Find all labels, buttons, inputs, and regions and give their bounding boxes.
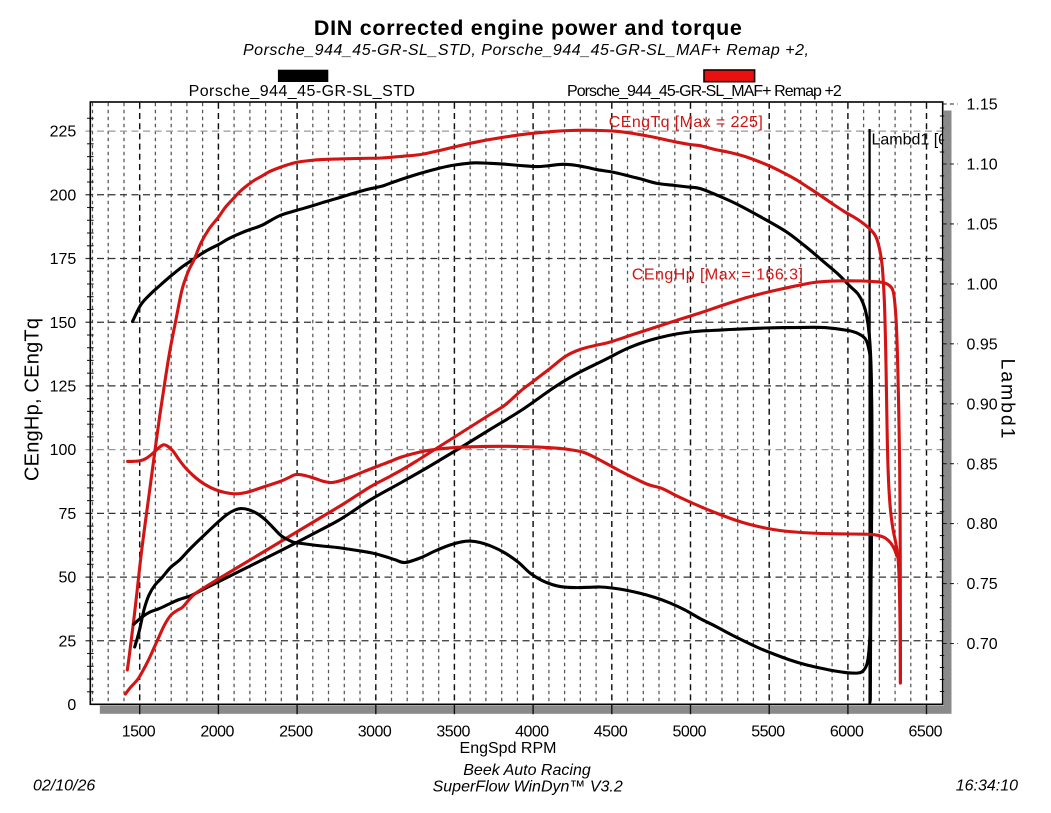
svg-text:3500: 3500 [436, 724, 470, 741]
svg-text:5000: 5000 [673, 724, 707, 741]
svg-text:EngSpd RPM: EngSpd RPM [460, 740, 557, 757]
svg-text:DIN corrected engine power and: DIN corrected engine power and torque [314, 16, 742, 40]
svg-text:Porsche_944_45-GR-SL_STD: Porsche_944_45-GR-SL_STD [189, 83, 415, 100]
svg-text:3000: 3000 [358, 724, 392, 741]
svg-text:Lambd1 [0.9: Lambd1 [0.9 [872, 132, 961, 149]
svg-text:Porsche_944_45-GR-SL_STD, Pors: Porsche_944_45-GR-SL_STD, Porsche_944_45… [243, 42, 809, 59]
svg-text:225: 225 [50, 124, 77, 141]
svg-text:1500: 1500 [122, 724, 156, 741]
svg-text:0.90: 0.90 [967, 396, 998, 413]
svg-text:50: 50 [59, 570, 77, 587]
svg-text:175: 175 [50, 251, 77, 268]
svg-text:100: 100 [50, 442, 77, 459]
svg-text:02/10/26: 02/10/26 [33, 778, 95, 795]
svg-text:1.15: 1.15 [967, 97, 998, 114]
svg-text:6500: 6500 [909, 724, 943, 741]
svg-text:125: 125 [50, 379, 77, 396]
svg-text:SuperFlow WinDyn™ V3.2: SuperFlow WinDyn™ V3.2 [433, 779, 623, 796]
svg-text:1.05: 1.05 [967, 217, 998, 234]
svg-text:Lambd1: Lambd1 [997, 359, 1019, 439]
svg-text:4000: 4000 [515, 724, 549, 741]
svg-text:Porsche_944_45-GR-SL_MAF+ Rema: Porsche_944_45-GR-SL_MAF+ Remap +2 [567, 83, 842, 100]
svg-text:2500: 2500 [279, 724, 313, 741]
svg-text:16:34:10: 16:34:10 [956, 778, 1018, 795]
svg-text:0.80: 0.80 [967, 516, 998, 533]
svg-text:5500: 5500 [751, 724, 785, 741]
svg-text:150: 150 [50, 315, 77, 332]
svg-text:CEngHp [Max = 166.3]: CEngHp [Max = 166.3] [632, 267, 803, 284]
svg-text:CEngTq [Max = 225]: CEngTq [Max = 225] [609, 114, 763, 131]
svg-text:0: 0 [67, 697, 76, 714]
svg-text:0.70: 0.70 [967, 636, 998, 653]
svg-text:1.10: 1.10 [967, 157, 998, 174]
svg-text:0.85: 0.85 [967, 456, 998, 473]
svg-text:75: 75 [59, 506, 77, 523]
svg-text:0.95: 0.95 [967, 336, 998, 353]
svg-text:200: 200 [50, 187, 77, 204]
svg-text:1.00: 1.00 [967, 277, 998, 294]
svg-text:0.75: 0.75 [967, 576, 998, 593]
svg-text:6000: 6000 [830, 724, 864, 741]
svg-text:2000: 2000 [200, 724, 234, 741]
svg-text:Beek Auto Racing: Beek Auto Racing [463, 762, 591, 779]
svg-text:CEngHp, CEngTq: CEngHp, CEngTq [22, 318, 44, 481]
svg-text:4500: 4500 [594, 724, 628, 741]
svg-text:25: 25 [59, 633, 77, 650]
